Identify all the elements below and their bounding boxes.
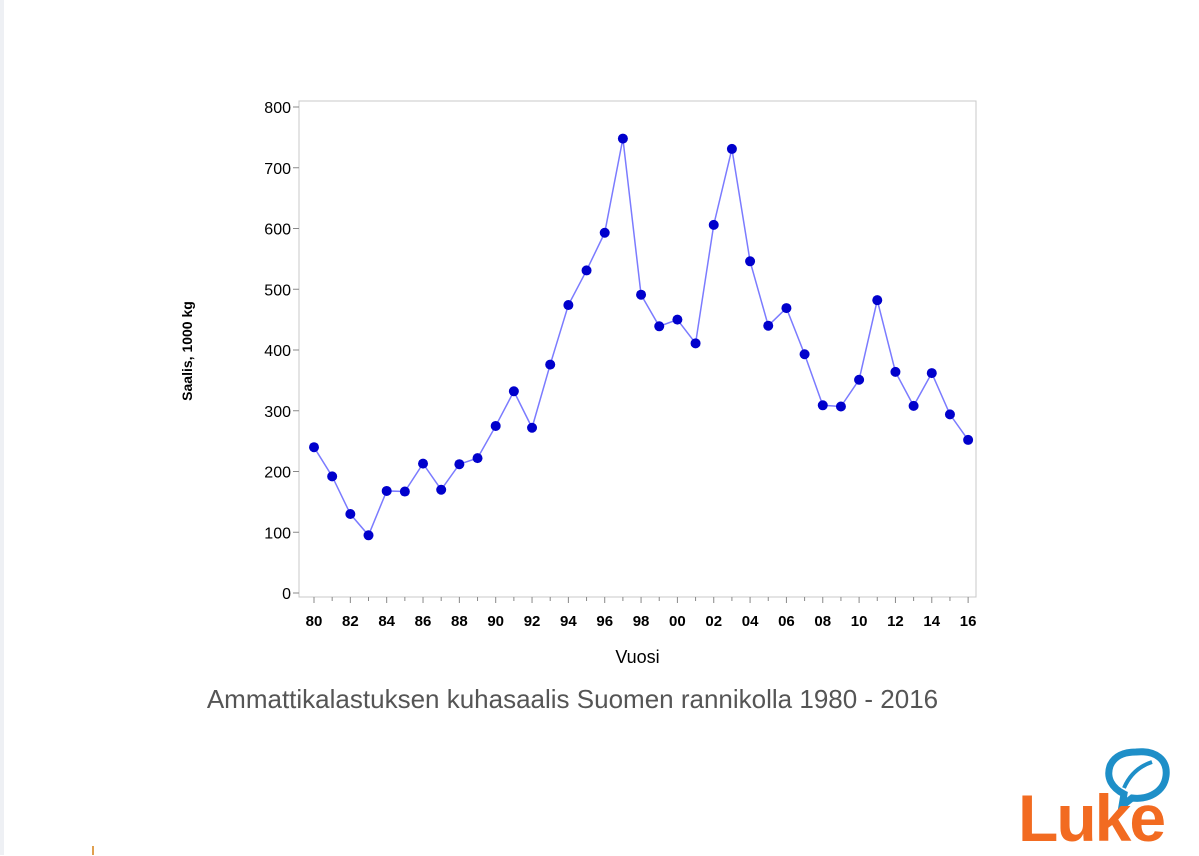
x-tick-label: 06 [778,613,795,630]
data-point [781,303,792,314]
x-tick-label: 00 [669,613,686,630]
data-point [418,458,429,469]
data-point [617,133,628,144]
chart-caption: Ammattikalastuksen kuhasaalis Suomen ran… [206,684,939,714]
x-tick-label: 14 [923,613,940,630]
x-tick-label: 86 [415,613,432,630]
data-point [726,143,737,154]
x-tick-label: 94 [560,613,577,630]
data-point [563,300,574,311]
y-tick-label: 400 [264,343,291,360]
data-point [508,386,519,397]
data-point [890,366,901,377]
data-point [654,321,665,332]
x-tick-label: 80 [306,613,323,630]
data-point [963,434,974,445]
x-tick-label: 90 [487,613,504,630]
data-point [835,401,846,412]
x-tick-label: 98 [633,613,650,630]
data-point [490,420,501,431]
data-point [872,295,883,306]
series [309,133,974,541]
y-tick-label: 300 [264,404,291,421]
data-point [799,349,810,360]
x-tick-label: 12 [887,613,904,630]
data-point [944,409,955,420]
y-tick-label: 100 [264,525,291,542]
data-point [545,359,556,370]
data-point [745,256,756,267]
data-point [436,484,447,495]
x-tick-label: 82 [342,613,359,630]
x-tick-label: 04 [742,613,759,630]
data-point [854,374,865,385]
x-tick-label: 08 [814,613,831,630]
data-point [672,314,683,325]
x-tick-label: 96 [596,613,613,630]
data-point [309,442,319,453]
data-point [381,485,392,496]
footer-mark [92,846,94,855]
luke-logo: Luke [1018,781,1166,855]
y-axis-title: Saalis, 1000 kg [179,301,195,401]
data-point [327,471,338,482]
data-point [527,422,538,433]
y-tick-label: 800 [264,100,291,117]
y-tick-label: 0 [282,586,291,603]
data-point [399,486,410,497]
y-tick-label: 700 [264,161,291,178]
y-tick-label: 200 [264,465,291,482]
x-tick-label: 84 [378,613,395,630]
data-point [581,265,592,276]
x-tick-label: 16 [960,613,977,630]
data-point [472,453,483,464]
data-point [690,338,701,349]
x-tick-label: 10 [851,613,868,630]
x-tick-label: 92 [524,613,541,630]
y-axis: 0 100 200 300 400 500 600 700 800 [264,100,299,603]
data-point [636,289,647,300]
x-axis: 80 82 84 86 88 90 92 94 96 98 00 02 04 06 08 10 12 14 16 [306,597,977,630]
data-point [599,227,610,238]
x-tick-label: 88 [451,613,468,630]
x-tick-label: 02 [705,613,722,630]
data-point [454,459,465,470]
slide-edge [0,0,4,855]
data-point [763,320,774,331]
data-point [908,400,919,411]
data-point [817,400,828,411]
data-point [926,368,937,379]
data-point [363,530,374,541]
data-point [708,219,719,230]
y-tick-label: 500 [264,282,291,299]
y-tick-label: 600 [264,222,291,239]
leaf-icon [1105,748,1170,810]
data-point [345,509,356,520]
x-axis-title: Vuosi [615,647,659,667]
series-line [313,138,969,537]
plot-frame [298,100,977,598]
